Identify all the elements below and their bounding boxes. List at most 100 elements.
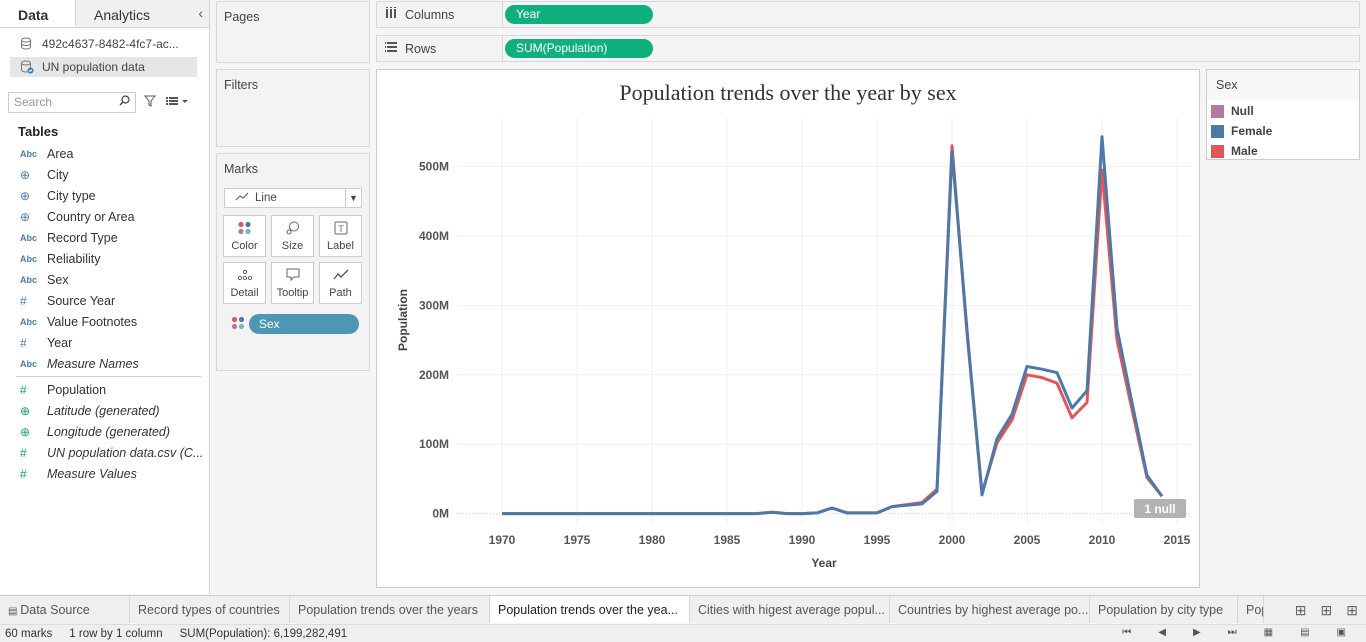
sheet-navigation: ⏮ ◀ ▶ ⏭ ▦ ▤ ▣ [1117, 627, 1358, 638]
pages-card-title: Pages [224, 10, 260, 24]
list-view-icon[interactable]: ▣ [1336, 627, 1346, 638]
field-latitude-generated[interactable]: ⊕ Latitude (generated) [0, 400, 209, 421]
sheet-tab[interactable]: Population trends over the years [290, 596, 490, 623]
year-column-pill[interactable]: Year [505, 5, 653, 24]
last-sheet-icon[interactable]: ⏭ [1227, 627, 1237, 638]
field-sex[interactable]: Abc Sex [0, 269, 209, 290]
detail-button[interactable]: Detail [223, 262, 266, 304]
chart-title: Population trends over the year by sex [619, 80, 957, 105]
new-worksheet-icon[interactable]: ⊞ [1294, 601, 1307, 618]
field-name: Longitude (generated) [47, 424, 171, 439]
field-un-population-data-csv-c[interactable]: # UN population data.csv (C... [0, 442, 209, 463]
field-value-footnotes[interactable]: Abc Value Footnotes [0, 311, 209, 332]
null-indicator[interactable]: 1 null [1134, 499, 1186, 518]
measure-fields-list: # Population ⊕ Latitude (generated) ⊕ Longitu… [0, 379, 209, 484]
datasource-icon: ▤ [8, 606, 21, 617]
new-dashboard-icon[interactable]: ⊞ [1320, 601, 1333, 618]
field-name: Record Type [47, 230, 118, 245]
label-button-label: Label [327, 240, 354, 252]
prev-sheet-icon[interactable]: ◀ [1158, 627, 1166, 638]
field-city[interactable]: ⊕ City [0, 164, 209, 185]
tooltip-button[interactable]: Tooltip [271, 262, 314, 304]
x-axis-title: Year [811, 556, 837, 570]
field-source-year[interactable]: # Source Year [0, 290, 209, 311]
y-axis-title: Population [396, 289, 410, 351]
collapse-pane-icon[interactable]: ‹ [198, 5, 203, 21]
dimension-fields-list: Abc Area ⊕ City ⊕ City type ⊕ Country or Area Ab… [0, 143, 209, 374]
size-button-label: Size [281, 240, 304, 252]
field-measure-values[interactable]: # Measure Values [0, 463, 209, 484]
columns-shelf-label: Columns [377, 2, 503, 27]
color-encoding-row: Sex [231, 314, 369, 334]
sheet-tab[interactable]: Population trends over the yea... [490, 596, 690, 623]
tab-data-source[interactable]: ▤ Data Source [0, 596, 130, 623]
detail-button-label: Detail [230, 287, 259, 299]
field-reliability[interactable]: Abc Reliability [0, 248, 209, 269]
sheet-tab[interactable]: Cities with higest average popul... [690, 596, 890, 623]
sex-color-pill[interactable]: Sex [249, 314, 359, 334]
string-type-icon: Abc [20, 274, 38, 285]
filmstrip-view-icon[interactable]: ▤ [1300, 627, 1310, 638]
view-options-icon[interactable] [166, 95, 188, 109]
new-story-icon[interactable]: ⊞ [1346, 601, 1358, 618]
svg-text:T: T [338, 224, 344, 234]
field-name: Year [47, 335, 73, 350]
field-record-type[interactable]: Abc Record Type [0, 227, 209, 248]
status-marks: 60 marks [5, 627, 53, 640]
legend-label: Null [1231, 104, 1254, 118]
mark-type-dropdown[interactable]: Line ▼ [224, 188, 362, 208]
search-input[interactable]: Search [8, 91, 136, 113]
tab-data[interactable]: Data [0, 0, 76, 27]
field-measure-names[interactable]: Abc Measure Names [0, 353, 209, 374]
sheet-tab[interactable]: Population by city type [1090, 596, 1238, 623]
datasource-item-active[interactable]: UN population data [10, 57, 197, 77]
field-country-or-area[interactable]: ⊕ Country or Area [0, 206, 209, 227]
path-button[interactable]: Path [319, 262, 362, 304]
legend-items: Null Female Male [1207, 101, 1359, 161]
pages-card[interactable]: Pages [216, 1, 370, 63]
legend-item-female[interactable]: Female [1207, 121, 1359, 141]
datasource-item[interactable]: 492c4637-8482-4fc7-ac... [0, 34, 209, 54]
legend-title: Sex [1207, 70, 1359, 100]
sheet-tab-tools: ⊞ ⊞ ⊞ [1284, 596, 1366, 623]
tab-analytics[interactable]: Analytics [76, 0, 209, 27]
sheet-tab-label: Countries by highest average po... [898, 603, 1089, 617]
search-icon [119, 95, 130, 109]
field-population[interactable]: # Population [0, 379, 209, 400]
filters-card[interactable]: Filters [216, 69, 370, 147]
x-tick-label: 2010 [1089, 533, 1116, 547]
legend-item-male[interactable]: Male [1207, 141, 1359, 161]
size-button[interactable]: Size [271, 215, 314, 257]
field-name: Area [47, 146, 74, 161]
field-city-type[interactable]: ⊕ City type [0, 185, 209, 206]
next-sheet-icon[interactable]: ▶ [1192, 627, 1201, 638]
field-name: Source Year [47, 293, 116, 308]
series-line-male [502, 144, 1164, 516]
sheet-tab[interactable]: Countries by highest average po... [890, 596, 1090, 623]
chart-view[interactable]: Population trends over the year by sex 0… [376, 69, 1200, 588]
first-sheet-icon[interactable]: ⏮ [1122, 627, 1132, 638]
grid-view-icon[interactable]: ▦ [1263, 627, 1274, 638]
search-row: Search [8, 91, 201, 113]
status-layout: 1 row by 1 column [69, 627, 163, 640]
field-name: Measure Values [47, 466, 137, 481]
sheet-tab[interactable]: Pop [1238, 596, 1264, 623]
geo-type-icon: ⊕ [20, 188, 31, 203]
geo-type-icon: ⊕ [20, 424, 31, 439]
color-button[interactable]: Color [223, 215, 266, 257]
field-name: Value Footnotes [47, 314, 138, 329]
field-year[interactable]: # Year [0, 332, 209, 353]
sheet-tab[interactable]: Record types of countries [130, 596, 290, 623]
label-button[interactable]: T Label [319, 215, 362, 257]
mark-type-label: Line [255, 192, 277, 204]
columns-shelf: Columns Year [376, 1, 1360, 28]
legend-item-null[interactable]: Null [1207, 101, 1359, 121]
legend-swatch [1211, 144, 1224, 158]
population-row-pill[interactable]: SUM(Population) [505, 39, 653, 58]
filter-icon[interactable] [143, 95, 157, 110]
search-tools [143, 95, 188, 110]
field-name: Population [47, 382, 107, 397]
field-area[interactable]: Abc Area [0, 143, 209, 164]
line-chart[interactable]: 0M 100M 200M 300M 400M 500M 1970 1975 1980 1985 19… [377, 70, 1201, 589]
field-longitude-generated[interactable]: ⊕ Longitude (generated) [0, 421, 209, 442]
